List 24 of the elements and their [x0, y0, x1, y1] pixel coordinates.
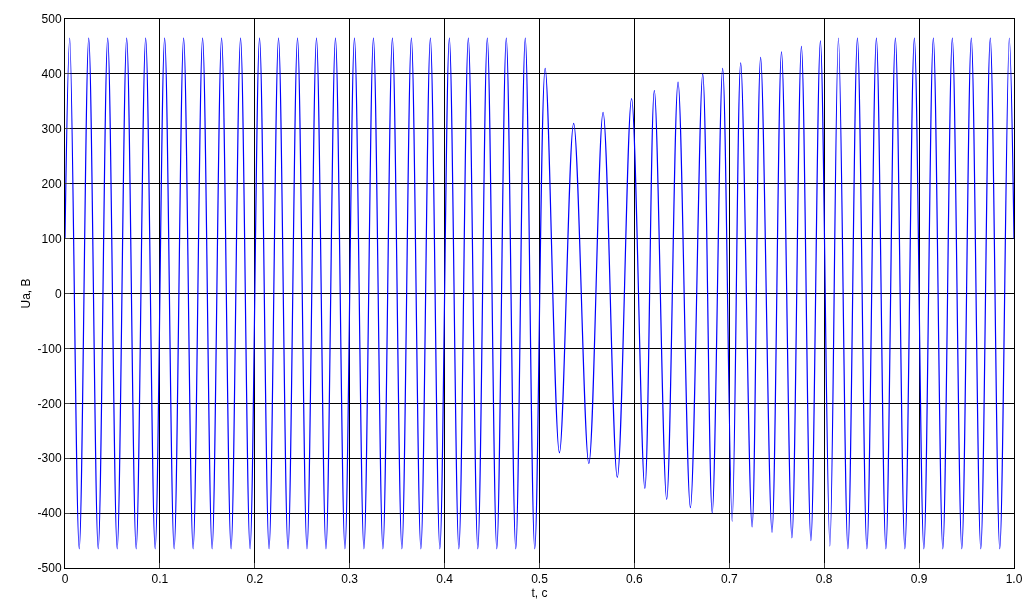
y-tick-label: -100	[37, 341, 62, 356]
x-tick-label: 0.7	[720, 572, 738, 587]
x-tick-label: 0.9	[910, 572, 928, 587]
y-tick-label: -500	[37, 561, 62, 576]
y-tick-label: -400	[37, 506, 62, 521]
x-tick-label: 0.8	[815, 572, 833, 587]
y-tick-label: 100	[41, 231, 62, 246]
y-axis-title: Ua, B	[18, 278, 33, 309]
y-tick-label: -200	[37, 396, 62, 411]
x-tick-label: 0.3	[341, 572, 359, 587]
x-tick-label: 0.2	[246, 572, 264, 587]
x-tick-label: 0.6	[626, 572, 644, 587]
x-tick-label: 0.4	[436, 572, 454, 587]
x-tick-label: 0.1	[151, 572, 169, 587]
x-tick-label: 1.0	[1005, 572, 1023, 587]
y-tick-label: 500	[41, 12, 62, 27]
y-tick-label: 400	[41, 67, 62, 82]
x-tick-label: 0.5	[531, 572, 549, 587]
line-series	[65, 37, 1014, 550]
y-tick-label: 0	[54, 286, 62, 301]
y-tick-label: 300	[41, 122, 62, 136]
x-axis-title: t, c	[531, 586, 548, 601]
y-tick-label: 200	[41, 176, 62, 191]
y-tick-label: -300	[37, 451, 62, 466]
